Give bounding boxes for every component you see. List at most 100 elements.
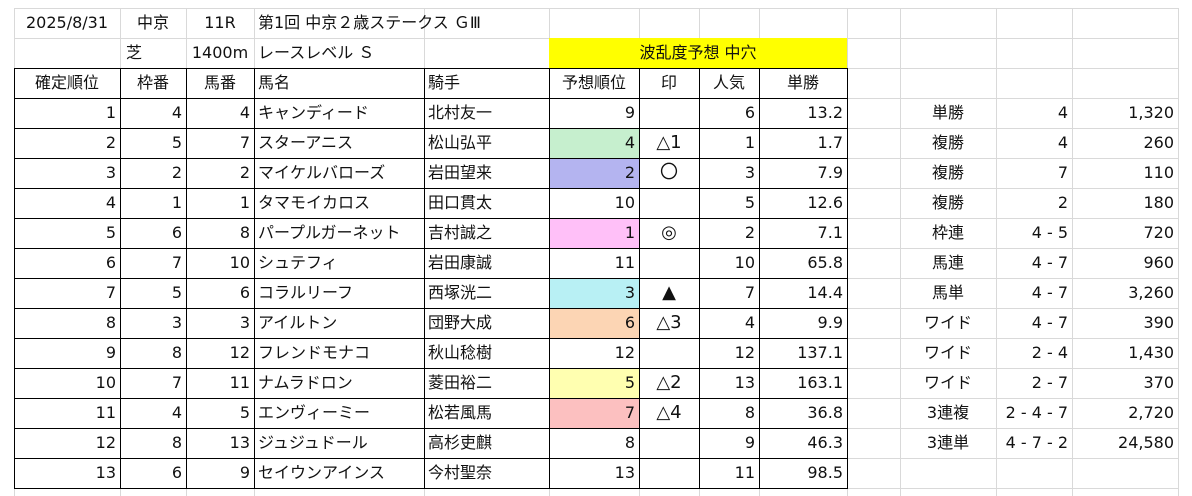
payout-type[interactable]: 複勝: [931, 193, 964, 212]
payout-type[interactable]: 単勝: [931, 103, 964, 122]
cell-pop[interactable]: 13: [734, 373, 755, 392]
cell-jockey[interactable]: 岩田康誠: [428, 253, 493, 272]
cell-num[interactable]: 1: [239, 193, 250, 212]
payout-type[interactable]: ワイド: [923, 373, 972, 392]
payout-amount[interactable]: 2,720: [1128, 403, 1174, 422]
cell-mark[interactable]: ▲: [662, 282, 676, 303]
cell-waku[interactable]: 5: [171, 283, 182, 302]
cell-horse[interactable]: タマモイカロス: [258, 193, 371, 212]
race-surface[interactable]: 芝: [126, 43, 143, 62]
cell-pred[interactable]: 6: [549, 308, 639, 338]
payout-amount[interactable]: 370: [1143, 373, 1174, 392]
payout-combo[interactable]: 4 - 7: [1031, 253, 1068, 272]
cell-mark[interactable]: △3: [656, 312, 682, 333]
column-header-jockey[interactable]: 騎手: [428, 73, 461, 92]
cell-waku[interactable]: 6: [171, 223, 182, 242]
cell-pos[interactable]: 7: [105, 283, 116, 302]
cell-odds[interactable]: 98.5: [807, 463, 843, 482]
cell-num[interactable]: 12: [229, 343, 250, 362]
cell-mark[interactable]: △2: [656, 372, 682, 393]
cell-pred[interactable]: 12: [614, 343, 635, 362]
cell-horse[interactable]: セイウンアインス: [258, 463, 385, 482]
cell-num[interactable]: 6: [239, 283, 250, 302]
cell-pop[interactable]: 7: [744, 283, 755, 302]
column-header-num[interactable]: 馬番: [203, 73, 236, 92]
cell-jockey[interactable]: 秋山稔樹: [428, 343, 493, 362]
cell-pop[interactable]: 3: [744, 163, 755, 182]
cell-horse[interactable]: キャンディード: [258, 103, 369, 122]
cell-horse[interactable]: スターアニス: [258, 133, 354, 152]
cell-mark[interactable]: [639, 188, 699, 218]
payout-amount[interactable]: 1,430: [1128, 343, 1174, 362]
cell-jockey[interactable]: 北村友一: [428, 103, 493, 122]
column-header-mark[interactable]: 印: [660, 73, 677, 92]
cell-horse[interactable]: ジュジュドール: [258, 433, 368, 452]
payout-type[interactable]: 馬単: [931, 283, 964, 302]
cell-num[interactable]: 10: [229, 253, 250, 272]
cell-num[interactable]: 2: [239, 163, 250, 182]
payout-combo[interactable]: 2 - 7: [1031, 373, 1068, 392]
race-distance[interactable]: 1400m: [191, 43, 249, 62]
cell-odds[interactable]: 7.1: [817, 223, 843, 242]
cell-mark[interactable]: △1: [656, 132, 682, 153]
column-header-pred[interactable]: 予想順位: [561, 73, 626, 92]
column-header-odds[interactable]: 単勝: [786, 73, 819, 92]
cell-waku[interactable]: 8: [171, 433, 182, 452]
cell-waku[interactable]: 5: [171, 133, 182, 152]
payout-amount[interactable]: 1,320: [1128, 103, 1174, 122]
payout-combo[interactable]: 2 - 4 - 7: [1005, 403, 1068, 422]
forecast-cell[interactable]: 波乱度予想 中穴: [549, 38, 847, 68]
cell-waku[interactable]: 6: [171, 463, 182, 482]
cell-pop[interactable]: 2: [744, 223, 755, 242]
payout-amount[interactable]: 3,260: [1128, 283, 1174, 302]
cell-pos[interactable]: 2: [105, 133, 116, 152]
cell-odds[interactable]: 46.3: [807, 433, 843, 452]
cell-mark[interactable]: ◎: [661, 222, 677, 243]
cell-odds[interactable]: 13.2: [807, 103, 843, 122]
cell-waku[interactable]: 7: [171, 253, 182, 272]
cell-mark[interactable]: [639, 338, 699, 368]
cell-odds[interactable]: 163.1: [797, 373, 843, 392]
cell-pop[interactable]: 12: [734, 343, 755, 362]
cell-num[interactable]: 3: [239, 313, 250, 332]
cell-mark[interactable]: [639, 428, 699, 458]
cell-horse[interactable]: パープルガーネット: [258, 223, 401, 242]
cell-pred[interactable]: 5: [549, 368, 639, 398]
cell-mark[interactable]: 〇: [660, 162, 678, 183]
cell-horse[interactable]: アイルトン: [258, 313, 338, 332]
cell-horse[interactable]: エンヴィーミー: [258, 403, 371, 422]
race-number[interactable]: 11R: [204, 13, 236, 32]
cell-mark[interactable]: △4: [656, 402, 682, 423]
cell-num[interactable]: 13: [229, 433, 250, 452]
race-date[interactable]: 2025/8/31: [25, 13, 109, 32]
cell-jockey[interactable]: 団野大成: [428, 313, 493, 332]
cell-odds[interactable]: 9.9: [817, 313, 843, 332]
cell-waku[interactable]: 7: [171, 373, 182, 392]
race-venue[interactable]: 中京: [136, 13, 169, 32]
payout-amount[interactable]: 720: [1143, 223, 1174, 242]
payout-type[interactable]: 馬連: [931, 253, 964, 272]
cell-pos[interactable]: 13: [95, 463, 116, 482]
cell-num[interactable]: 5: [239, 403, 250, 422]
cell-horse[interactable]: ナムラドロン: [258, 373, 353, 392]
column-header-pos[interactable]: 確定順位: [34, 73, 99, 92]
payout-combo[interactable]: 4 - 7 - 2: [1005, 433, 1068, 452]
cell-num[interactable]: 7: [239, 133, 250, 152]
cell-pred[interactable]: 9: [624, 103, 635, 122]
cell-pred[interactable]: 13: [614, 463, 635, 482]
column-header-waku[interactable]: 枠番: [136, 73, 169, 92]
cell-pos[interactable]: 11: [95, 403, 116, 422]
payout-type[interactable]: 枠連: [931, 223, 964, 242]
cell-mark[interactable]: [639, 248, 699, 278]
cell-num[interactable]: 4: [239, 103, 250, 122]
cell-odds[interactable]: 7.9: [817, 163, 843, 182]
cell-waku[interactable]: 4: [171, 103, 182, 122]
cell-pop[interactable]: 6: [744, 103, 755, 122]
cell-pop[interactable]: 1: [744, 133, 755, 152]
payout-type[interactable]: 複勝: [931, 133, 964, 152]
cell-jockey[interactable]: 菱田裕二: [428, 373, 493, 392]
cell-pred[interactable]: 10: [614, 193, 635, 212]
payout-combo[interactable]: 7: [1057, 163, 1068, 182]
cell-waku[interactable]: 4: [171, 403, 182, 422]
race-name[interactable]: 第1回 中京２歳ステークス ＧⅢ: [258, 13, 481, 32]
